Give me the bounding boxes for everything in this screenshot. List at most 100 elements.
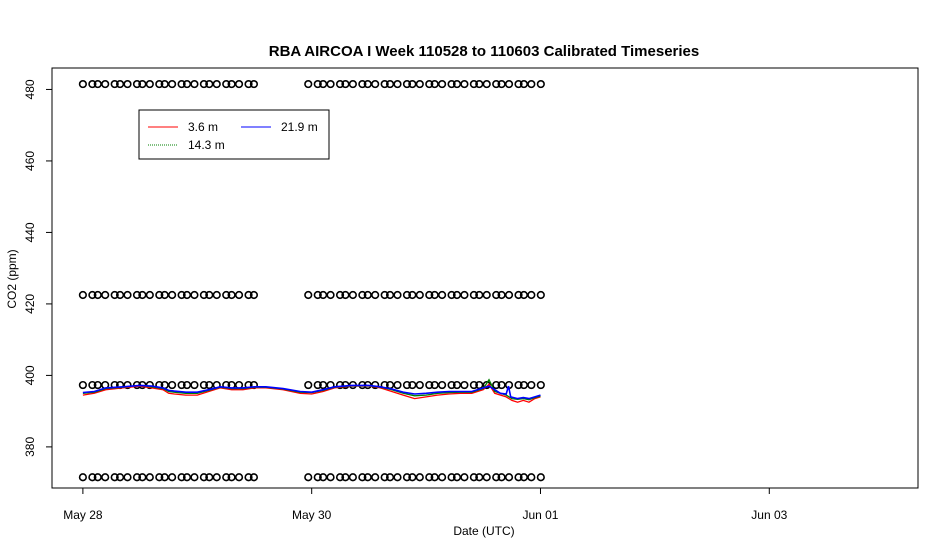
- status-marker: [78, 473, 87, 482]
- status-marker: [519, 380, 528, 390]
- status-marker: [469, 79, 479, 89]
- y-axis-label: CO2 (ppm): [5, 249, 19, 308]
- status-marker: [249, 473, 259, 482]
- status-marker: [452, 473, 462, 482]
- status-marker: [101, 79, 110, 89]
- status-marker: [190, 473, 199, 482]
- status-marker: [527, 290, 536, 300]
- status-marker: [123, 79, 132, 89]
- status-marker: [110, 473, 119, 482]
- status-marker: [447, 473, 456, 482]
- status-marker: [177, 290, 186, 300]
- status-marker: [168, 290, 177, 300]
- status-marker: [132, 79, 142, 89]
- status-marker: [335, 473, 345, 482]
- status-marker: [123, 473, 132, 482]
- status-marker: [222, 290, 231, 300]
- status-marker: [492, 380, 501, 390]
- status-marker: [492, 290, 501, 300]
- chart-title: RBA AIRCOA I Week 110528 to 110603 Calib…: [269, 43, 700, 60]
- status-marker: [177, 473, 186, 482]
- status-marker: [482, 473, 491, 482]
- status-marker: [160, 473, 169, 482]
- status-marker: [519, 473, 528, 482]
- status-marker: [212, 290, 221, 300]
- status-marker: [145, 473, 154, 482]
- status-marker: [402, 473, 412, 482]
- status-marker: [415, 79, 424, 89]
- status-marker: [249, 290, 259, 300]
- status-marker: [199, 473, 209, 482]
- status-marker: [227, 79, 236, 89]
- status-marker: [527, 380, 536, 390]
- legend-label-3-6m: 3.6 m: [188, 120, 218, 134]
- status-marker: [460, 380, 469, 390]
- status-marker: [492, 473, 501, 482]
- status-marker: [430, 473, 439, 482]
- status-marker: [234, 290, 244, 300]
- status-marker: [385, 79, 395, 89]
- status-marker: [123, 290, 132, 300]
- status-marker: [447, 290, 456, 300]
- status-marker: [326, 290, 335, 300]
- status-marker: [145, 290, 154, 300]
- status-marker: [182, 473, 192, 482]
- status-marker: [227, 290, 236, 300]
- status-marker: [132, 473, 142, 482]
- y-tick-label-480: 480: [23, 79, 37, 99]
- status-marker: [393, 473, 402, 482]
- status-marker: [438, 290, 447, 300]
- status-marker: [304, 380, 313, 390]
- status-marker: [78, 79, 87, 89]
- status-marker: [93, 473, 102, 482]
- status-marker: [110, 79, 119, 89]
- status-marker: [425, 380, 434, 390]
- status-marker: [244, 79, 253, 89]
- status-marker: [93, 380, 102, 390]
- status-marker: [460, 473, 469, 482]
- status-marker: [358, 473, 367, 482]
- status-marker: [348, 290, 357, 300]
- status-marker: [123, 380, 132, 390]
- status-marker-row-3: [78, 473, 545, 482]
- status-marker: [212, 79, 221, 89]
- status-marker: [205, 79, 214, 89]
- status-marker: [497, 290, 506, 300]
- series-line-21-9-m: [82, 384, 541, 400]
- status-marker: [155, 473, 164, 482]
- status-marker: [168, 380, 177, 390]
- x-axis-label: Date (UTC): [453, 524, 514, 538]
- status-marker: [177, 380, 186, 390]
- status-marker: [452, 290, 462, 300]
- status-marker: [190, 290, 199, 300]
- status-marker: [438, 380, 447, 390]
- status-marker: [447, 79, 456, 89]
- status-marker: [304, 473, 313, 482]
- status-marker: [504, 473, 514, 482]
- status-marker: [132, 290, 142, 300]
- status-marker: [115, 79, 125, 89]
- status-marker: [380, 79, 389, 89]
- status-marker: [452, 79, 462, 89]
- status-marker: [348, 473, 357, 482]
- status-marker: [155, 290, 164, 300]
- status-marker: [425, 290, 434, 300]
- status-marker: [497, 79, 506, 89]
- status-marker: [430, 79, 439, 89]
- status-marker: [447, 380, 456, 390]
- status-marker: [371, 79, 380, 89]
- status-marker: [519, 290, 528, 300]
- status-marker: [190, 79, 199, 89]
- status-marker: [234, 473, 244, 482]
- status-marker: [160, 290, 169, 300]
- status-marker: [536, 290, 545, 300]
- status-marker: [452, 380, 462, 390]
- plot-frame: [51, 67, 919, 489]
- status-marker: [527, 79, 536, 89]
- legend: 3.6 m 21.9 m 14.3 m: [138, 109, 330, 160]
- status-marker: [408, 380, 417, 390]
- status-marker: [335, 79, 345, 89]
- status-marker: [408, 290, 417, 300]
- status-marker: [313, 380, 322, 390]
